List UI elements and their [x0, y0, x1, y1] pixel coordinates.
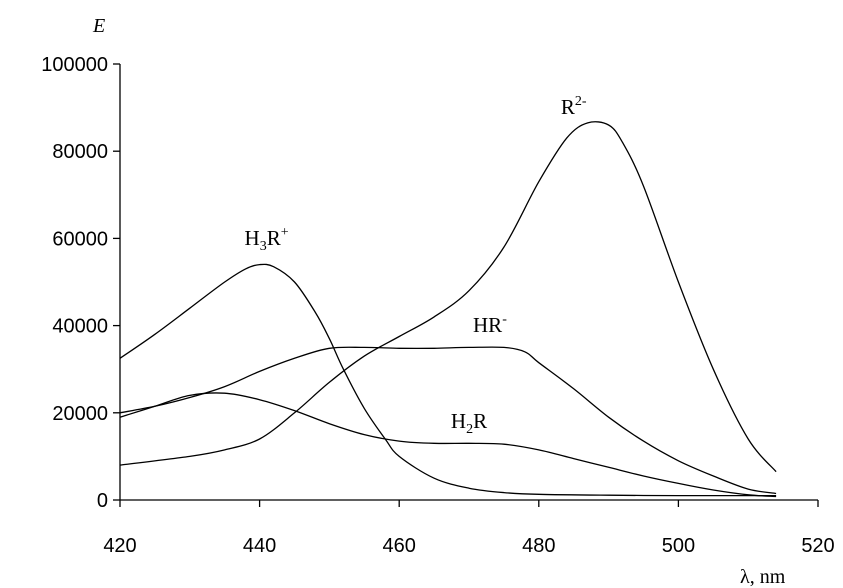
series-label-base: R	[561, 95, 575, 119]
x-tick-label: 460	[383, 535, 416, 557]
series-label-base: HR	[473, 313, 502, 337]
series-label-mid: R	[473, 409, 487, 433]
series-line-h3r-	[119, 263, 777, 497]
series-label-superscript: +	[281, 225, 289, 240]
series-label-base: H	[245, 226, 260, 250]
series-label-superscript: -	[502, 312, 507, 327]
series-label-subscript: 2	[466, 422, 473, 437]
series-curves	[119, 121, 777, 498]
x-tick-label: 480	[522, 535, 555, 557]
y-ticks: 0 20000 40000 60000 80000 100000	[41, 54, 120, 512]
x-tick-label: 520	[801, 535, 834, 557]
series-labels: H3R+R2-HR-H2R	[245, 94, 587, 437]
series-label: HR-	[473, 312, 507, 337]
x-tick-label: 440	[243, 535, 276, 557]
series-label: H2R	[451, 409, 487, 437]
y-tick-label: 60000	[52, 228, 108, 250]
x-ticks: 420 440 460 480 500 520	[103, 500, 835, 557]
y-tick-label: 80000	[52, 141, 108, 163]
series-label: H3R+	[245, 225, 289, 254]
series-label-mid: R	[267, 226, 281, 250]
series-line-r2-	[119, 121, 777, 473]
series-label: R2-	[561, 94, 587, 119]
x-tick-label: 420	[103, 535, 136, 557]
series-label-superscript: 2-	[575, 94, 587, 109]
x-tick-label: 500	[662, 535, 695, 557]
y-tick-label: 0	[97, 490, 108, 512]
series-label-base: H	[451, 409, 466, 433]
series-label-subscript: 3	[260, 239, 267, 254]
axes	[119, 64, 818, 501]
series-line-hr-	[119, 346, 777, 495]
y-axis-title: E	[92, 15, 105, 37]
x-axis-title: λ, nm	[740, 566, 786, 588]
y-tick-label: 100000	[41, 54, 108, 76]
y-tick-label: 40000	[52, 316, 108, 338]
y-tick-label: 20000	[52, 403, 108, 425]
series-line-h2r	[119, 392, 777, 498]
